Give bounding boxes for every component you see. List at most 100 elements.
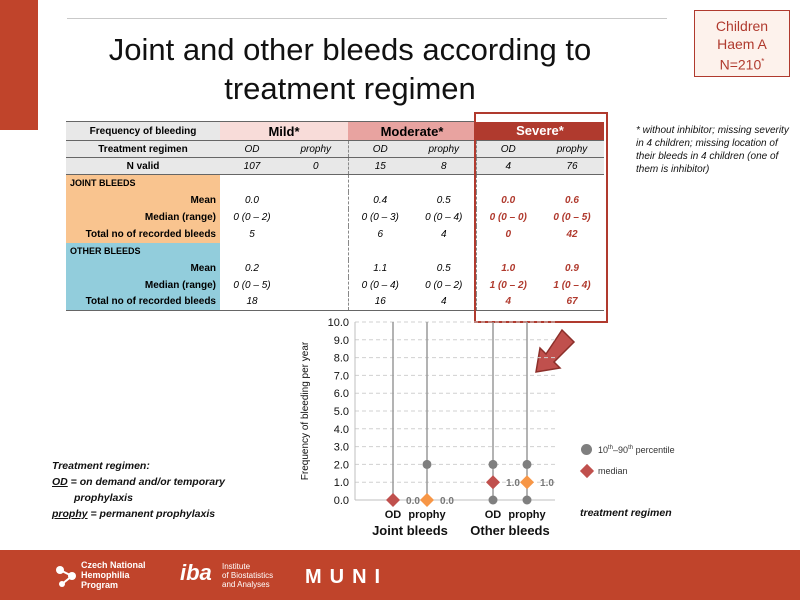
row-label-total: Total no of recorded bleeds (66, 293, 220, 311)
legend-percentile-marker (581, 444, 592, 455)
iba-line2: of Biostatistics (222, 571, 274, 580)
other-total-cell: 18 (220, 293, 284, 311)
iba-line3: and Analyses (222, 580, 270, 589)
joint-mean-cell: 0.6 (565, 194, 579, 206)
percentile-point (522, 495, 532, 505)
nvalid-cell: 76 (540, 157, 604, 175)
x-group-label: Other bleeds (470, 523, 549, 538)
iba-line1: Institute (222, 562, 251, 571)
x-category-label: prophy (408, 509, 446, 521)
other-total-cell: 4 (412, 293, 476, 311)
other-mean-cell (284, 260, 348, 277)
regimen-cell: prophy (284, 140, 348, 158)
empty-cell (412, 175, 476, 192)
legend-median-label: median (598, 466, 628, 476)
group-severe: Severe* (476, 121, 604, 141)
joint-total-cell: 5 (249, 228, 255, 240)
empty-cell (220, 175, 284, 192)
top-divider (67, 18, 667, 19)
empty-cell (220, 243, 284, 260)
percentile-point (488, 459, 498, 469)
x-category-label: OD (385, 509, 402, 521)
y-tick-label: 1.0 (334, 477, 349, 489)
other-median-cell: 0 (0 – 2) (425, 279, 463, 291)
group-mild: Mild* (220, 121, 348, 141)
empty-cell (475, 174, 540, 192)
molecule-icon (56, 566, 76, 587)
other-mean-cell: 0.2 (245, 262, 259, 274)
table-row-joint-total: Total no of recorded bleeds 5 6 4 0 42 (66, 225, 604, 243)
chart-range-lines (392, 322, 528, 500)
legend-p-sup1: th (608, 445, 614, 451)
od-key: OD (52, 476, 68, 488)
chart-marks: 0.0 0.0 1.0 1.0 (386, 459, 554, 507)
other-total-cell (284, 293, 348, 311)
joint-median-cell: 0 (0 – 0) (475, 208, 540, 226)
percentile-point (422, 459, 432, 469)
median-diamond (420, 493, 434, 507)
joint-mean-cell: 0.5 (436, 194, 451, 206)
regimen-cell: OD (220, 140, 284, 158)
y-tick-label: 10.0 (328, 317, 349, 329)
joint-mean-cell: 0.0 (475, 191, 540, 209)
table-header-severity: Frequency of bleeding Mild* Moderate* Se… (66, 121, 604, 141)
regimen-note-title: Treatment regimen: (52, 460, 150, 472)
joint-total-cell (284, 226, 348, 243)
row-label-mean: Mean (66, 259, 220, 277)
percentile-point (522, 459, 532, 469)
y-tick-label: 7.0 (334, 370, 349, 382)
czech-logo-text: Czech National Hemophilia Program (81, 560, 146, 590)
joint-median-cell: 0 (0 – 2) (233, 211, 271, 223)
y-tick-label: 8.0 (334, 353, 349, 365)
nvalid-cell: 15 (347, 157, 412, 175)
regimen-cell: prophy (540, 140, 604, 158)
y-axis-label: Frequency of bleeding per year (300, 341, 311, 480)
x-axis-caption: treatment regimen (580, 507, 672, 519)
cohort-badge: Children Haem A N=210* (694, 10, 790, 77)
joint-mean-cell (284, 192, 348, 209)
nvalid-cell: 8 (412, 157, 476, 175)
other-mean-cell: 0.5 (436, 262, 451, 274)
median-value-label: 1.0 (506, 478, 520, 489)
other-total-cell: 4 (475, 293, 540, 311)
muni-logo: MUNI (305, 566, 389, 588)
chart-y-ticks: 0.0 1.0 2.0 3.0 4.0 5.0 6.0 7.0 8.0 9.0 10.0 (328, 317, 349, 507)
table-row-nvalid: N valid 107 0 15 8 4 76 (66, 157, 604, 175)
median-diamond (486, 475, 500, 490)
empty-cell (475, 242, 540, 260)
other-mean-cell: 1.0 (475, 259, 540, 277)
section-joint-bleeds: JOINT BLEEDS (66, 174, 604, 192)
bleeding-table: Frequency of bleeding Mild* Moderate* Se… (66, 121, 604, 311)
badge-line3: N=210 (719, 56, 762, 73)
joint-mean-cell: 0.0 (245, 194, 259, 206)
badge-line3-sup: * (761, 57, 765, 66)
joint-section-header: JOINT BLEEDS (66, 174, 220, 192)
legend-median-marker (579, 463, 595, 479)
regimen-label: Treatment regimen (66, 140, 220, 158)
legend-p-sup2: th (628, 445, 634, 451)
other-median-cell (284, 277, 348, 294)
y-tick-label: 5.0 (334, 406, 349, 418)
other-total-cell: 16 (347, 293, 412, 311)
joint-median-cell: 0 (0 – 3) (347, 208, 412, 226)
empty-cell (347, 174, 412, 192)
y-tick-label: 0.0 (334, 495, 349, 507)
chart-svg: 0.01.02.03.04.05.06.07.08.09.010.0 0.0 0.… (300, 317, 555, 538)
severe-highlight-box (474, 112, 608, 323)
regimen-cell: OD (475, 140, 540, 158)
other-median-cell: 0 (0 – 5) (233, 279, 271, 291)
median-diamond (520, 475, 534, 490)
nvalid-cell: 0 (284, 157, 348, 175)
joint-mean-cell: 0.4 (347, 191, 412, 209)
table-row-other-total: Total no of recorded bleeds 18 16 4 4 67 (66, 293, 604, 311)
chart-x-labels: OD prophy OD prophy Joint bleeds Other bleeds (372, 509, 550, 538)
row-label-median: Median (range) (66, 276, 220, 294)
legend-percentile-label: 10th–90th percentile (598, 445, 675, 455)
empty-cell (347, 242, 412, 260)
joint-total-cell: 42 (566, 228, 578, 240)
regimen-note-prophy: prophy = permanent prophylaxis (52, 506, 292, 522)
empty-cell (412, 243, 476, 260)
nvalid-cell: 107 (220, 157, 284, 175)
other-median-cell: 1 (0 – 4) (553, 279, 591, 291)
title-line1: Joint and other bleeds according to (108, 32, 592, 67)
